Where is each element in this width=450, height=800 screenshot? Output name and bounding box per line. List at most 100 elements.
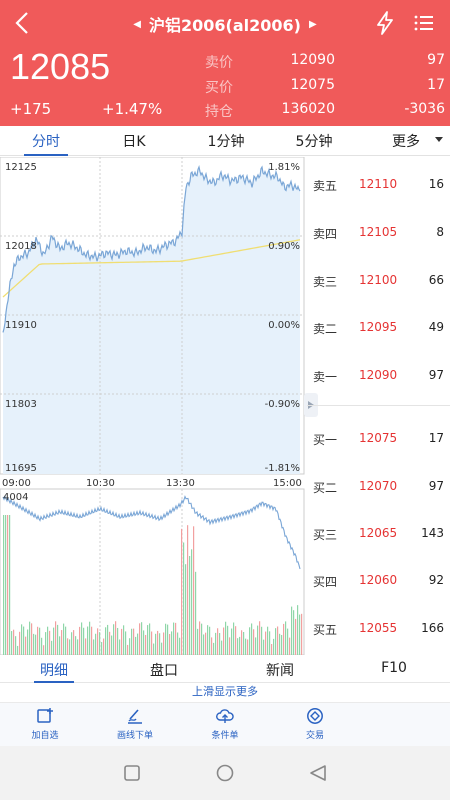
- volume-bar: [83, 627, 85, 655]
- level-label: 买五: [313, 623, 338, 637]
- back-icon[interactable]: [8, 6, 38, 40]
- active-tab-indicator: [34, 681, 74, 683]
- volume-bar: [275, 628, 277, 655]
- recents-icon[interactable]: [124, 765, 140, 781]
- level-price: 12095: [359, 320, 398, 334]
- volume-bar: [153, 643, 155, 655]
- tab-details[interactable]: 明细: [40, 663, 68, 679]
- volume-bar: [141, 622, 143, 655]
- quote-header: ◀ 沪铝2006(al2006) ▶ 12085 +175 +1.47% 卖价 …: [0, 0, 450, 126]
- tab-f10[interactable]: F10: [381, 660, 407, 676]
- bid-row: 买二 12070 97: [307, 479, 450, 499]
- volume-bar: [223, 627, 225, 655]
- contract-switcher[interactable]: ◀ 沪铝2006(al2006) ▶: [120, 12, 330, 36]
- pct-label-2: 0.90%: [268, 241, 300, 252]
- volume-bar: [283, 623, 285, 655]
- draw-line-order-button[interactable]: 画线下单: [95, 707, 175, 745]
- volume-bar: [3, 515, 5, 655]
- price-grid: [0, 157, 304, 474]
- level-volume: 66: [428, 273, 444, 287]
- volume-bar: [143, 630, 145, 655]
- volume-bar: [5, 515, 7, 655]
- volume-bar: [295, 618, 297, 655]
- volume-bar: [257, 625, 259, 655]
- level-volume: 97: [428, 368, 444, 382]
- volume-bar: [165, 623, 167, 655]
- volume-bar: [243, 631, 245, 655]
- level-price: 12090: [359, 368, 398, 382]
- level-price: 12055: [359, 621, 398, 635]
- volume-bar: [81, 622, 83, 655]
- volume-bar: [133, 628, 135, 655]
- action-label: 交易: [305, 731, 324, 741]
- tab-more[interactable]: 更多: [392, 134, 420, 150]
- volume-bar: [167, 624, 169, 655]
- volume-bar: [47, 626, 49, 655]
- trade-button[interactable]: 交易: [275, 707, 355, 745]
- volume-bar: [281, 634, 283, 655]
- back-nav-icon[interactable]: [310, 765, 326, 781]
- quote-price: 12090: [290, 52, 335, 68]
- quote-label: 买价: [205, 80, 233, 96]
- volume-bar: [239, 636, 241, 655]
- volume-bar: [193, 526, 195, 655]
- volume-bar: [189, 556, 191, 655]
- conditional-order-button[interactable]: 条件单: [185, 707, 265, 745]
- price-area-fill: [3, 166, 300, 474]
- x-label-1030: 10:30: [86, 478, 115, 489]
- chevron-down-icon[interactable]: [435, 137, 443, 142]
- volume-bar: [99, 632, 101, 655]
- level-price: 12065: [359, 526, 398, 540]
- tab-intraday[interactable]: 分时: [32, 134, 60, 150]
- volume-bar: [201, 623, 203, 655]
- next-contract-icon[interactable]: ▶: [308, 18, 317, 30]
- volume-bar: [229, 637, 231, 655]
- home-icon[interactable]: [216, 764, 234, 782]
- volume-bar: [65, 626, 67, 655]
- volume-bar: [173, 622, 175, 655]
- volume-bar: [187, 525, 189, 655]
- tab-news[interactable]: 新闻: [266, 663, 294, 679]
- volume-bar: [267, 626, 269, 655]
- lightning-icon[interactable]: [374, 10, 396, 36]
- quote-price: 12075: [290, 77, 335, 93]
- intraday-chart[interactable]: 12125 12018 11910 11803 11695 1.81% 0.90…: [0, 157, 305, 655]
- volume-bar: [51, 640, 53, 655]
- volume-bar: [215, 632, 217, 655]
- volume-bar: [85, 638, 87, 655]
- volume-bar: [31, 623, 33, 655]
- volume-bar: [103, 638, 105, 655]
- volume-bar: [197, 628, 199, 655]
- info-tabs: 明细 盘口 新闻 F10: [0, 656, 450, 683]
- x-label-open: 09:00: [2, 478, 31, 489]
- tab-daily-k[interactable]: 日K: [122, 134, 146, 150]
- volume-bar: [195, 571, 197, 655]
- volume-bar: [111, 635, 113, 655]
- volume-bar: [183, 542, 185, 655]
- volume-bars: [3, 515, 303, 655]
- y-label-3: 11910: [5, 320, 37, 331]
- volume-bar: [171, 631, 173, 655]
- volume-bar: [59, 636, 61, 655]
- volume-bar: [137, 633, 139, 655]
- volume-bar: [55, 621, 57, 655]
- quote-label: 卖价: [205, 55, 233, 71]
- prev-contract-icon[interactable]: ◀: [133, 18, 141, 30]
- tab-5-minute[interactable]: 5分钟: [295, 134, 333, 150]
- menu-list-icon[interactable]: [413, 12, 435, 34]
- volume-bar: [117, 627, 119, 655]
- add-watchlist-button[interactable]: 加自选: [5, 707, 85, 745]
- pct-label-top: 1.81%: [268, 162, 300, 173]
- volume-bar: [219, 633, 221, 655]
- volume-max-label: 4004: [3, 492, 28, 503]
- action-bar: 加自选 画线下单 条件单 交易: [0, 702, 450, 746]
- volume-bar: [255, 637, 257, 655]
- volume-bar: [11, 631, 13, 655]
- volume-bar: [301, 613, 303, 655]
- swipe-up-hint[interactable]: 上滑显示更多: [0, 684, 450, 702]
- y-label-2: 12018: [5, 241, 37, 252]
- volume-bar: [169, 633, 171, 655]
- tab-order-panel[interactable]: 盘口: [150, 663, 178, 679]
- tab-1-minute[interactable]: 1分钟: [207, 134, 245, 150]
- volume-bar: [265, 631, 267, 655]
